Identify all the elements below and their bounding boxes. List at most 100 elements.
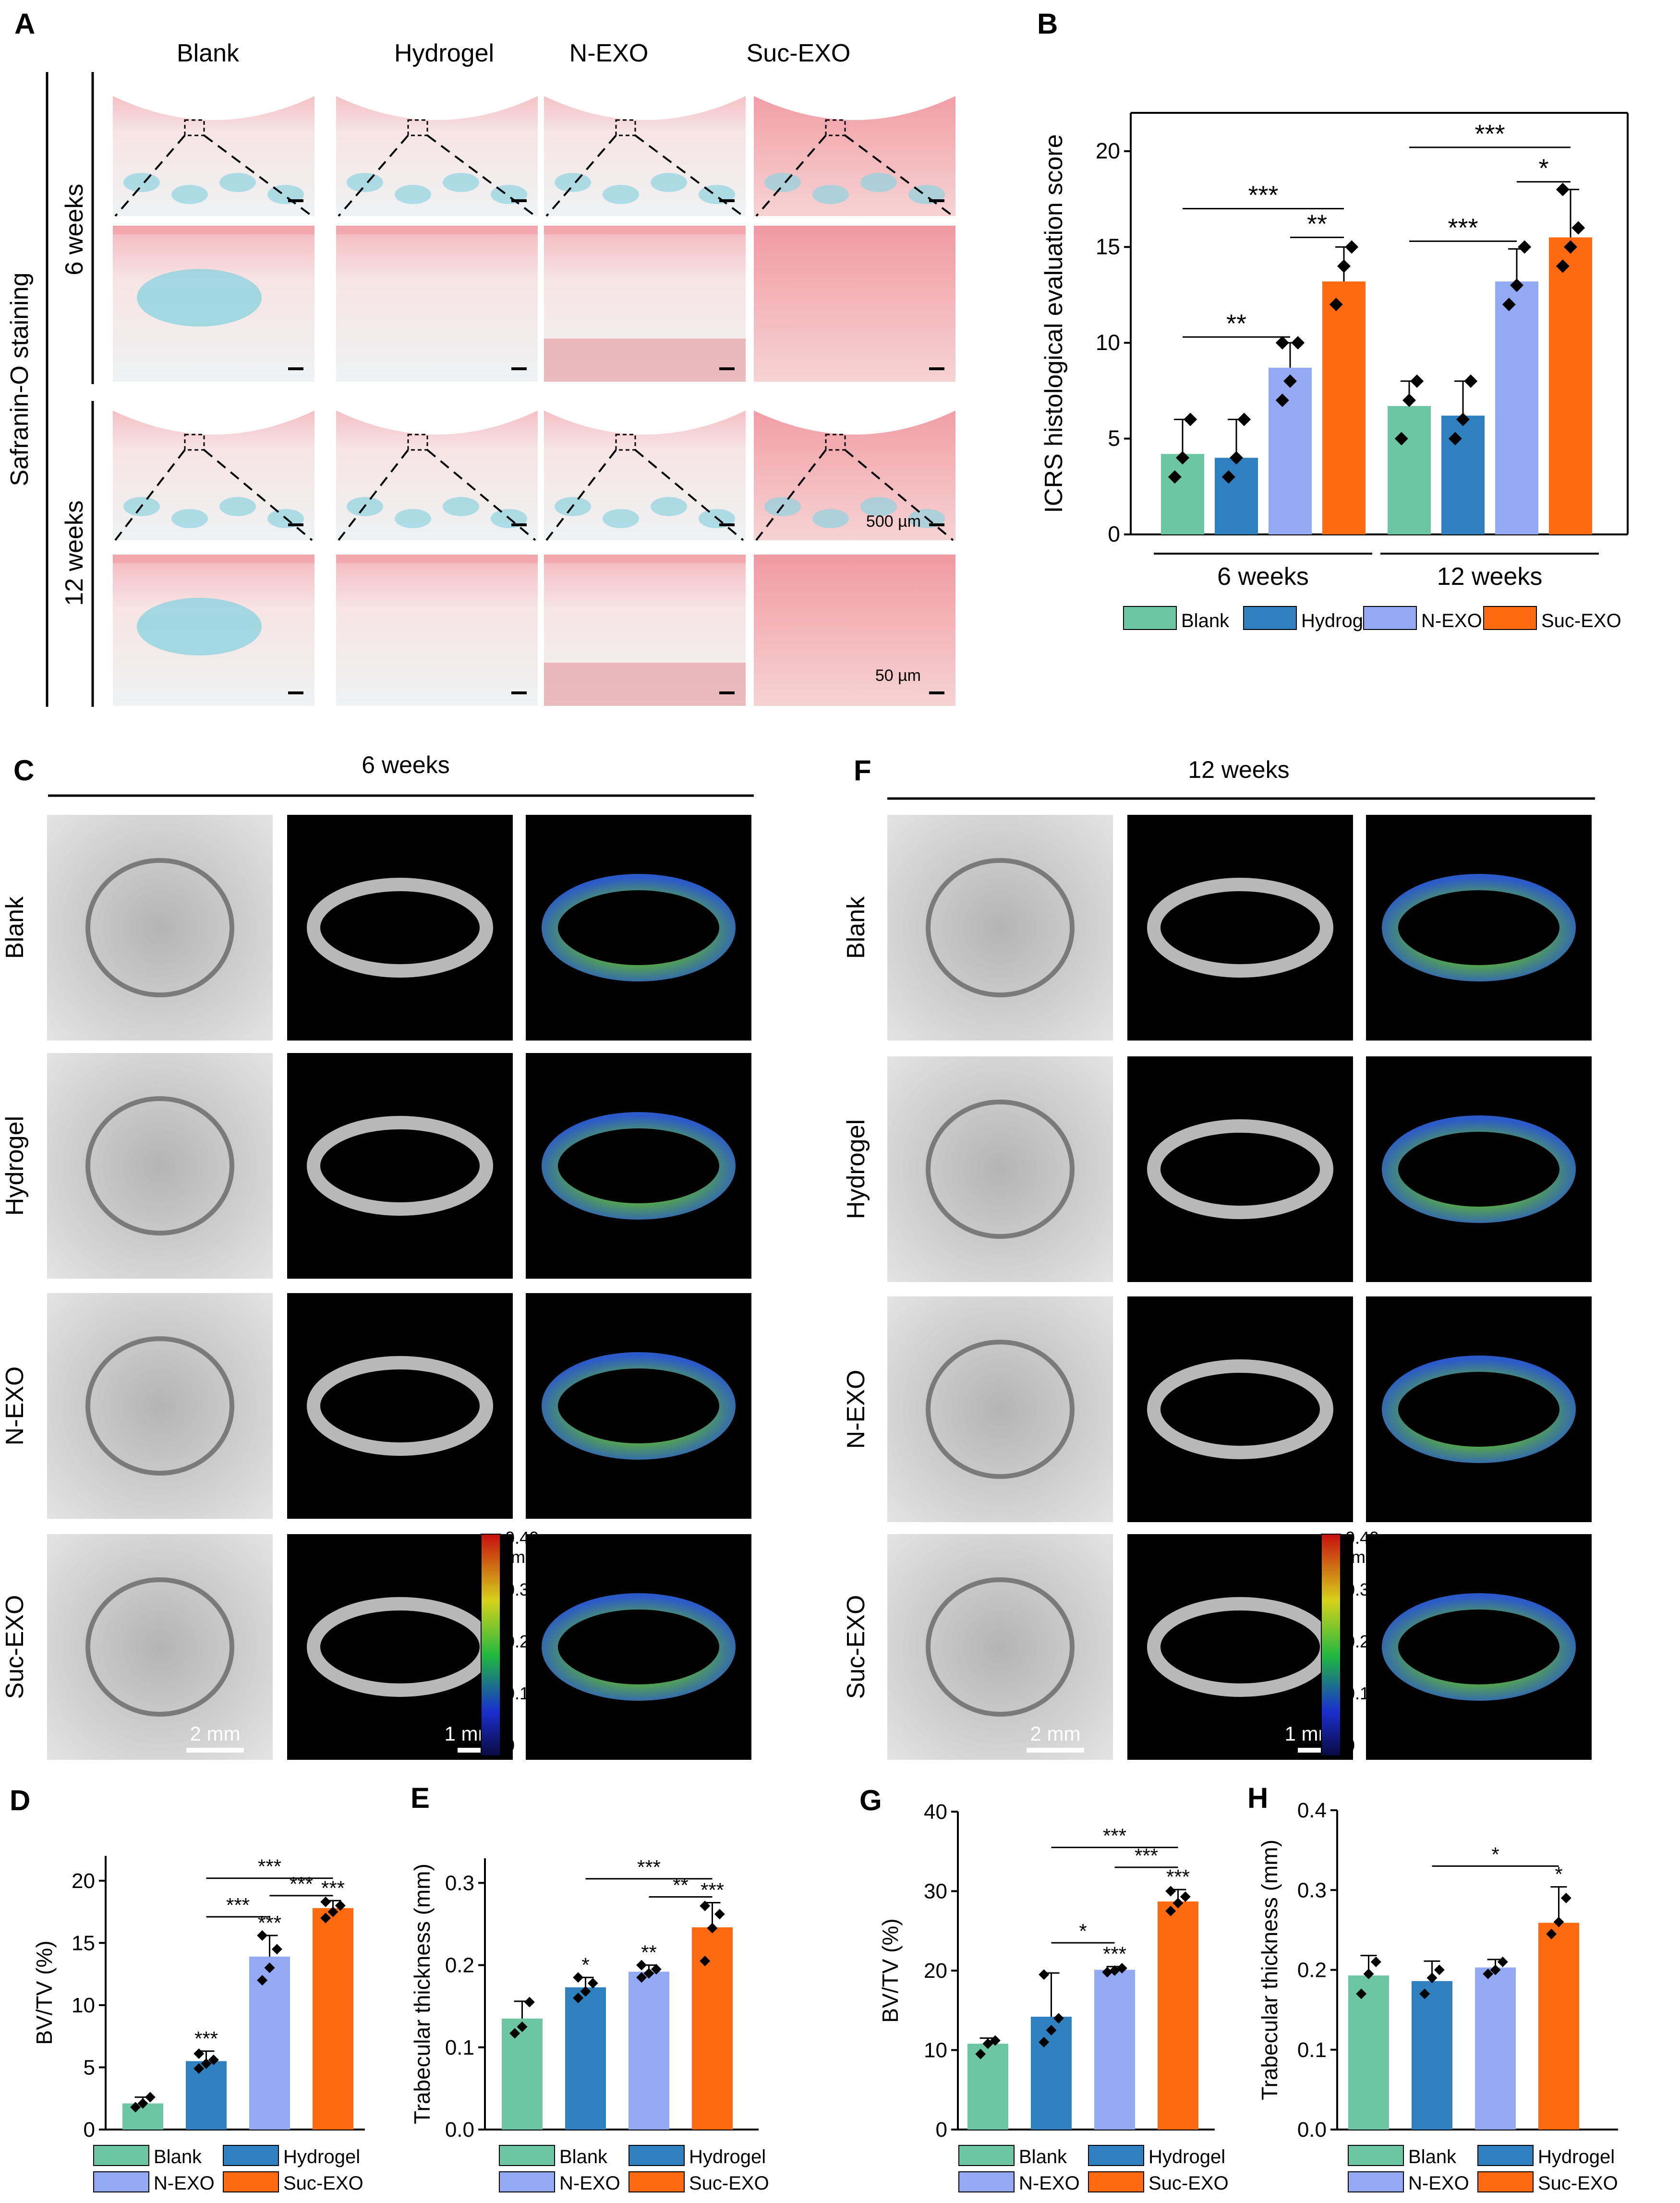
- significance-label: ***: [1135, 1844, 1158, 1867]
- cartilage-band: [113, 555, 314, 563]
- bar: [1094, 1970, 1135, 2130]
- time-label-6w: 6 weeks: [60, 184, 88, 276]
- data-point: [1275, 393, 1289, 407]
- scaffold-render: [307, 878, 493, 978]
- bar: [565, 1987, 606, 2130]
- histology-image: [336, 555, 538, 706]
- data-point: [193, 2048, 205, 2059]
- bone-trabecula: [443, 173, 479, 192]
- bar: [1158, 1901, 1198, 2130]
- panel-f: F 12 weeks Blank Hydrogel N-EXO Suc-EXO 2 mm…: [842, 754, 1595, 1760]
- legend-swatch: [1477, 2145, 1534, 2166]
- significance-label: **: [673, 1874, 689, 1896]
- legend-swatch: [93, 2145, 149, 2166]
- legend-swatch: [1243, 606, 1297, 630]
- significance-label: **: [1307, 209, 1327, 238]
- y-tick-label: 0: [84, 2118, 95, 2142]
- thickness-render: [542, 1593, 736, 1701]
- colorbar-tick-label: 0.30: [505, 1580, 539, 1599]
- legend-swatch: [1348, 2145, 1404, 2166]
- legend-label: Blank: [1408, 2146, 1457, 2167]
- y-axis-label: BV/TV (%): [32, 1940, 57, 2045]
- legend-label: Suc-EXO: [1538, 2173, 1618, 2194]
- microct-surface-image: [47, 815, 273, 1041]
- stained-region: [137, 598, 262, 655]
- legend-label: Suc-EXO: [1148, 2173, 1229, 2194]
- bar: [1348, 1975, 1389, 2130]
- legend-swatch: [958, 2171, 1015, 2192]
- cartilage-band: [544, 555, 746, 563]
- data-point: [636, 1960, 647, 1971]
- panel-letter-g: G: [859, 1784, 882, 1816]
- data-point: [1363, 1968, 1374, 1979]
- defect-outline: [926, 1577, 1075, 1717]
- significance-label: *: [1079, 1920, 1087, 1942]
- data-point: [1370, 1956, 1381, 1967]
- data-point: [1039, 1969, 1050, 1980]
- scale-bar-1mm: [458, 1748, 484, 1753]
- data-point: [651, 1964, 662, 1975]
- scale-bar: [288, 691, 303, 694]
- histology-image: [754, 555, 955, 706]
- scaffold-render: [307, 1356, 493, 1456]
- y-tick-label: 10: [924, 2039, 947, 2062]
- scale-label-2mm: 2 mm: [1030, 1722, 1081, 1745]
- data-point: [201, 2058, 212, 2069]
- bar: [186, 2061, 227, 2130]
- bar: [1161, 454, 1204, 534]
- legend-swatch: [1483, 606, 1537, 630]
- bone-trabecula: [603, 185, 639, 204]
- microct-surface-image: [47, 1053, 273, 1279]
- legend-swatch: [1363, 606, 1417, 630]
- scale-bar: [929, 523, 944, 526]
- scale-bar: [929, 367, 944, 370]
- bar-significance-label: ***: [1166, 1865, 1190, 1888]
- colorbar-tick-label: 0.20: [1345, 1632, 1379, 1651]
- significance-label: ***: [258, 1855, 281, 1878]
- x-category-label: 12 weeks: [1437, 563, 1543, 591]
- microct-row-label: Blank: [1, 896, 29, 959]
- histology-image: [754, 226, 955, 382]
- data-point: [1497, 1956, 1508, 1967]
- microct-surface-image: [887, 1056, 1113, 1282]
- y-tick-label: 15: [72, 1931, 95, 1955]
- microct-thickness-map: [1366, 1056, 1592, 1282]
- scale-bar: [719, 367, 735, 370]
- cartilage-band: [754, 555, 955, 563]
- cartilage-band: [754, 226, 955, 234]
- colorbar-tick-label: 0.40: [1345, 1528, 1379, 1548]
- zoom-line: [634, 449, 744, 541]
- colorbar-tick-label: 0.10: [505, 1683, 539, 1703]
- scale-bar: [719, 523, 735, 526]
- data-point: [1456, 412, 1470, 426]
- microct-row-label: N-EXO: [1, 1367, 29, 1446]
- data-point: [1356, 1988, 1367, 1999]
- data-point: [1053, 2013, 1064, 2024]
- zoom-box: [615, 119, 636, 136]
- data-point: [1237, 412, 1251, 426]
- colorbar-unit: (mm): [1345, 1547, 1386, 1567]
- bone-trabecula: [171, 509, 208, 528]
- data-point: [1345, 240, 1359, 254]
- data-point: [1564, 240, 1577, 254]
- y-tick-label: 5: [1108, 425, 1120, 450]
- significance-label: **: [1226, 309, 1246, 338]
- y-tick-label: 0.2: [1297, 1959, 1327, 1982]
- data-point: [1448, 432, 1462, 446]
- zoom-box: [184, 119, 205, 136]
- data-point: [643, 1968, 654, 1979]
- panel-letter-f: F: [854, 754, 871, 787]
- zoom-line: [426, 449, 536, 541]
- scale-bar: [511, 691, 527, 694]
- microct-row-label: Suc-EXO: [1, 1595, 29, 1699]
- y-axis-label: Trabecular thickness (mm): [1257, 1840, 1282, 2100]
- zoom-line: [844, 449, 954, 541]
- bone-trabecula: [171, 185, 208, 204]
- chart-b: 0 5 10 15 20 ICRS histological evaluation sco…: [1040, 112, 1629, 631]
- data-point: [1518, 240, 1532, 254]
- bar-significance-label: ***: [258, 1912, 281, 1934]
- zoom-line: [114, 134, 186, 217]
- scale-bar: [288, 367, 303, 370]
